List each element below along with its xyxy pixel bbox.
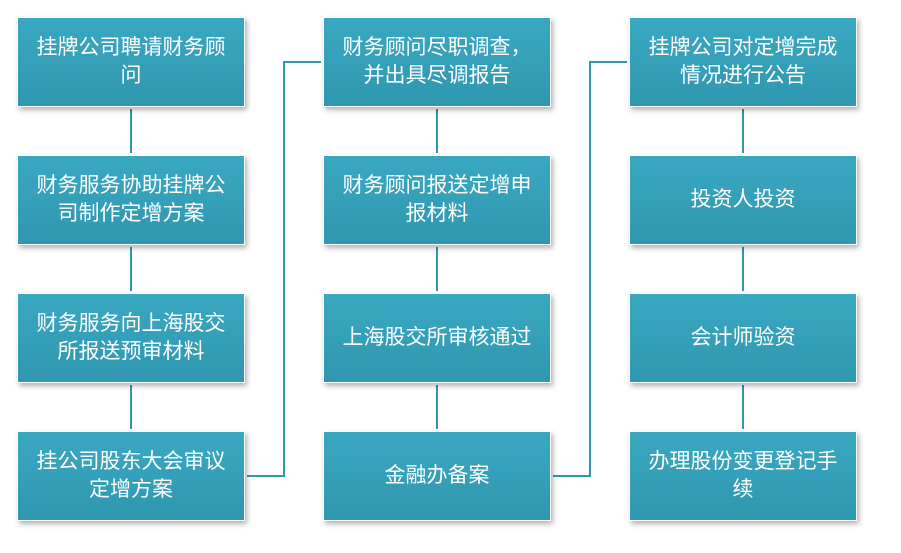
flow-node-label: 财务顾问尽职调查，并出具尽调报告: [334, 34, 540, 91]
flow-node-n5: 财务顾问尽职调查，并出具尽调报告: [323, 17, 551, 107]
flow-node-n8: 金融办备案: [323, 431, 551, 521]
flow-node-label: 挂牌公司聘请财务顾问: [28, 34, 234, 91]
flow-node-n6: 财务顾问报送定增申报材料: [323, 155, 551, 245]
flow-node-n12: 办理股份变更登记手续: [629, 431, 857, 521]
flow-node-label: 会计师验资: [691, 324, 796, 352]
flow-node-n1: 挂牌公司聘请财务顾问: [17, 17, 245, 107]
flow-node-label: 挂牌公司对定增完成情况进行公告: [640, 34, 846, 91]
flow-node-label: 投资人投资: [691, 186, 796, 214]
flow-node-label: 财务顾问报送定增申报材料: [334, 172, 540, 229]
flow-node-label: 挂公司股东大会审议定增方案: [28, 448, 234, 505]
flow-node-n7: 上海股交所审核通过: [323, 293, 551, 383]
flow-node-label: 财务服务向上海股交所报送预审材料: [28, 310, 234, 367]
flow-node-label: 金融办备案: [385, 462, 490, 490]
flow-node-n10: 投资人投资: [629, 155, 857, 245]
flow-node-label: 财务服务协助挂牌公司制作定增方案: [28, 172, 234, 229]
flow-node-label: 办理股份变更登记手续: [640, 448, 846, 505]
flow-node-n4: 挂公司股东大会审议定增方案: [17, 431, 245, 521]
flow-node-label: 上海股交所审核通过: [343, 324, 532, 352]
flow-arrow-elbow: [553, 62, 627, 476]
flow-node-n3: 财务服务向上海股交所报送预审材料: [17, 293, 245, 383]
flow-node-n9: 挂牌公司对定增完成情况进行公告: [629, 17, 857, 107]
flow-arrow-elbow: [247, 62, 321, 476]
flow-node-n2: 财务服务协助挂牌公司制作定增方案: [17, 155, 245, 245]
flow-node-n11: 会计师验资: [629, 293, 857, 383]
